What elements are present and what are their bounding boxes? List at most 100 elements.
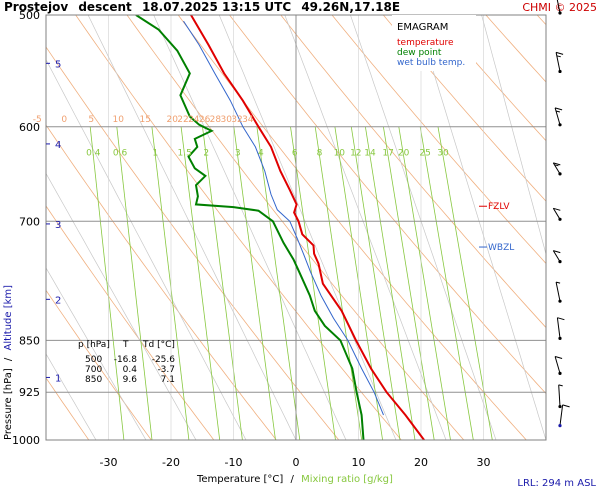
wind-barb [555, 51, 564, 74]
y-label-altitude: Altitude [km] [3, 285, 14, 351]
dry-adiabat [280, 15, 546, 329]
mixing-ratio-label: 1.5 [178, 149, 192, 159]
table-cell: 7.1 [161, 375, 175, 385]
wind-barb [556, 0, 562, 15]
mixing-ratio-label: 10 [334, 149, 346, 159]
mixing-ratio-line [365, 126, 416, 440]
moist-adiabat [46, 172, 197, 440]
x-label-mixing: Mixing ratio [g/kg] [301, 474, 393, 485]
dry-adiabat [229, 15, 546, 395]
isotherm-label: 34 [242, 115, 254, 125]
temperature-tick-label: -30 [100, 456, 118, 469]
isotherm-label: 0 [61, 115, 67, 125]
fzlv-label: FZLV [488, 202, 510, 212]
pressure-tick-label: 500 [19, 9, 40, 22]
mixing-ratio-line [116, 126, 153, 440]
isotherm-label: 5 [88, 115, 94, 125]
header-title: Prostejov descent 18.07.2025 13:15 UTC 4… [4, 0, 400, 14]
y-label-sep: / [3, 357, 14, 361]
dry-adiabat [485, 15, 546, 83]
mixing-ratio-line [314, 126, 363, 440]
temperature-tick-label: 30 [477, 456, 491, 469]
header-copyright: CHMI © 2025 [522, 1, 597, 14]
moist-adiabat [350, 15, 497, 440]
moist-adiabat [415, 15, 546, 440]
legend-box [392, 15, 476, 71]
temperature-tick-label: 10 [352, 456, 366, 469]
mixing-ratio-line [419, 126, 474, 440]
wind-barb [554, 107, 563, 127]
mixing-ratio-line [151, 126, 190, 440]
table-cell: -25.6 [152, 355, 176, 365]
mixing-ratio-line [398, 126, 451, 440]
mixing-ratio-label: 0.4 [86, 149, 101, 159]
dry-adiabat [331, 15, 546, 265]
dry-adiabat [46, 377, 90, 440]
mixing-ratio-label: 0.6 [113, 149, 128, 159]
moist-adiabat [153, 15, 347, 440]
header-mode: descent [78, 0, 132, 14]
dry-adiabat [382, 15, 546, 202]
dew-point-line [135, 15, 365, 440]
mixing-ratio-label: 12 [350, 149, 361, 159]
mixing-ratio-label: 4 [258, 149, 264, 159]
pressure-tick-label: 925 [19, 386, 40, 399]
altitude-tick-label: 2 [55, 295, 61, 306]
altitude-tick-label: 1 [55, 373, 61, 384]
dry-adiabat [434, 15, 546, 142]
mixing-ratio-line [180, 126, 221, 440]
dry-adiabat [536, 15, 546, 26]
lrl-label: LRL: 294 m ASL [517, 478, 596, 489]
temperature-line [190, 15, 425, 440]
mixing-ratio-line [89, 126, 125, 440]
legend-title: EMAGRAM [397, 22, 448, 33]
mixing-ratio-label: 25 [419, 149, 430, 159]
pressure-tick-label: 700 [19, 215, 40, 228]
wind-barb [556, 317, 565, 340]
mixing-ratio-line [383, 126, 435, 440]
mixing-ratio-label: 20 [398, 149, 410, 159]
mixing-ratio-line [202, 126, 243, 440]
dry-adiabat [46, 205, 215, 440]
mixing-ratio-line [290, 126, 336, 440]
dry-adiabat [75, 15, 402, 440]
table-cell: -3.7 [157, 365, 175, 375]
data-table: p [hPa] T Td [°C] 500 -16.8 -25.6 700 0.… [78, 340, 175, 385]
x-axis-title: Temperature [°C] / Mixing ratio [g/kg] [196, 474, 393, 485]
isotherm-label: 30 [220, 115, 232, 125]
table-cell: 700 [85, 365, 102, 375]
x-label-temp: Temperature [°C] [196, 474, 283, 485]
isotherm-label: 20 [166, 115, 178, 125]
moist-adiabat [46, 58, 247, 440]
legend: EMAGRAM temperature dew point wet bulb t… [392, 15, 476, 71]
moist-adiabat [481, 15, 546, 256]
dry-adiabat [177, 15, 527, 440]
wind-barb [558, 384, 563, 409]
mixing-ratio-label: 2 [203, 149, 209, 159]
table-cell: 500 [85, 355, 102, 365]
table-header-p: p [hPa] [78, 340, 110, 350]
dry-adiabat [588, 15, 600, 440]
moist-adiabat [46, 267, 147, 440]
temperature-tick-label: 20 [414, 456, 428, 469]
legend-dew-point: dew point [397, 48, 442, 58]
pressure-tick-label: 850 [19, 334, 40, 347]
table-cell: 0.4 [123, 365, 138, 375]
header-location: 49.26N,17.18E [301, 0, 400, 14]
temperature-tick-label: -20 [162, 456, 180, 469]
moist-adiabat [218, 15, 397, 440]
altitude-tick-label: 4 [55, 140, 61, 151]
dry-adiabat [46, 124, 277, 440]
isotherm-label: 24 [188, 115, 200, 125]
isotherm-label: 28 [210, 115, 222, 125]
temperature-tick-label: 0 [293, 456, 300, 469]
mixing-ratio-label: 14 [364, 149, 376, 159]
wind-barbs [552, 0, 570, 428]
pressure-tick-label: 600 [19, 121, 40, 134]
wind-barb [558, 404, 570, 428]
moist-adiabat [46, 353, 97, 440]
level-markers: FZLV WBZL [479, 202, 514, 253]
plot-frame [45, 14, 547, 441]
